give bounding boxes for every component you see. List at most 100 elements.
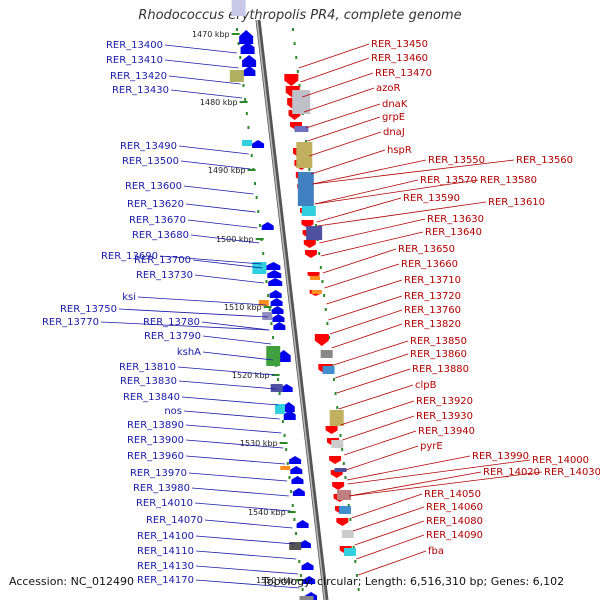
forward-gene-arrow xyxy=(296,520,309,528)
topology-summary: Topology: circular; Length: 6,516,310 bp… xyxy=(262,575,565,588)
left-gene-label: RER_14070 xyxy=(146,515,203,526)
gene-box xyxy=(320,350,333,358)
forward-gene-arrow xyxy=(291,476,304,484)
left-gene-label: RER_13490 xyxy=(120,141,177,152)
right-label-leader xyxy=(307,116,381,142)
right-gene-label: dnaJ xyxy=(383,127,405,138)
right-gene-label: RER_13450 xyxy=(371,39,428,50)
track-guide-dot xyxy=(341,448,344,451)
right-gene-label: RER_13460 xyxy=(371,53,428,64)
left-gene-label: RER_13810 xyxy=(119,362,176,373)
forward-gene-arrow xyxy=(282,402,295,412)
left-label-leader xyxy=(190,234,260,244)
right-gene-label: RER_13650 xyxy=(398,244,455,255)
left-gene-label: RER_14010 xyxy=(136,498,193,509)
right-label-leader xyxy=(314,179,419,205)
left-label-leader xyxy=(159,255,262,265)
right-label-leader xyxy=(309,131,382,157)
right-gene-label: azoR xyxy=(376,83,400,94)
forward-gene-arrow xyxy=(301,562,314,570)
gene-box xyxy=(331,440,344,448)
reverse-gene-arrow xyxy=(314,334,329,346)
track-guide-dot xyxy=(355,574,358,577)
left-label-leader xyxy=(164,44,237,54)
gene-box xyxy=(329,410,344,426)
left-label-leader xyxy=(195,550,297,560)
track-guide-dot xyxy=(299,574,302,577)
right-gene-label: RER_13550 xyxy=(428,155,485,166)
left-label-leader xyxy=(181,396,279,406)
gene-box xyxy=(310,276,321,280)
left-label-leader xyxy=(164,59,239,69)
track-guide-dot xyxy=(247,126,250,129)
forward-gene-arrow xyxy=(243,66,256,76)
right-label-leader xyxy=(352,506,425,532)
track-guide-dot xyxy=(298,560,301,563)
right-gene-label: RER_14020 xyxy=(483,467,540,478)
right-label-leader xyxy=(322,248,397,274)
left-label-leader xyxy=(204,519,293,529)
right-gene-label: RER_13880 xyxy=(412,364,469,375)
track-guide-dot xyxy=(270,322,273,325)
left-gene-label: RER_14100 xyxy=(137,531,194,542)
right-label-leader xyxy=(317,201,487,227)
track-guide-dot xyxy=(305,140,308,143)
right-label-leader xyxy=(316,197,402,223)
right-label-leader xyxy=(298,43,370,69)
right-label-leader xyxy=(300,57,370,83)
right-gene-label: RER_13660 xyxy=(401,259,458,270)
forward-gene-arrow xyxy=(267,270,282,278)
left-label-leader xyxy=(168,75,241,85)
gene-box xyxy=(258,300,269,306)
right-gene-label: RER_13850 xyxy=(410,336,467,347)
track-guide-dot xyxy=(258,224,261,227)
reverse-gene-arrow xyxy=(336,518,349,526)
left-label-leader xyxy=(187,219,258,229)
forward-gene-arrow xyxy=(261,222,274,230)
right-gene-label: RER_13470 xyxy=(375,68,432,79)
left-label-leader xyxy=(201,321,270,331)
forward-gene-arrow xyxy=(266,262,281,270)
left-label-leader xyxy=(185,424,282,434)
track-guide-dot xyxy=(352,546,355,549)
left-label-leader xyxy=(185,203,256,213)
left-label-leader xyxy=(100,321,270,331)
track-guide-dot xyxy=(237,42,240,45)
track-guide-dot xyxy=(272,336,275,339)
scale-label: 1480 kbp xyxy=(200,98,238,107)
right-gene-label: fba xyxy=(428,546,444,557)
scale-label: 1540 kbp xyxy=(248,508,286,517)
forward-gene-arrow xyxy=(280,384,293,392)
left-label-leader xyxy=(177,366,275,376)
gene-box xyxy=(280,466,291,470)
track-guide-dot xyxy=(308,168,311,171)
forward-gene-arrow xyxy=(269,290,282,298)
forward-gene-arrow xyxy=(242,55,257,67)
left-label-leader xyxy=(178,380,277,390)
right-gene-label: pyrE xyxy=(420,441,443,452)
forward-gene-arrow xyxy=(289,456,302,464)
left-gene-label: RER_13960 xyxy=(127,451,184,462)
track-guide-dot xyxy=(336,406,339,409)
reverse-gene-arrow xyxy=(325,426,338,434)
track-guide-dot xyxy=(281,420,284,423)
left-label-leader xyxy=(202,335,272,345)
left-gene-label: RER_13700 xyxy=(134,255,191,266)
left-gene-label: RER_14110 xyxy=(137,546,194,557)
right-label-leader xyxy=(342,415,415,441)
left-label-leader xyxy=(195,579,300,589)
left-gene-label: RER_13690 xyxy=(101,251,158,262)
left-gene-label: RER_13430 xyxy=(112,85,169,96)
left-gene-label: nos xyxy=(164,406,182,417)
track-guide-dot xyxy=(349,518,352,521)
genome-backbone xyxy=(255,19,329,600)
left-gene-label: RER_13840 xyxy=(123,392,180,403)
track-guide-dot xyxy=(253,182,256,185)
left-label-leader xyxy=(183,185,254,195)
left-gene-label: RER_13980 xyxy=(133,483,190,494)
reverse-gene-arrow xyxy=(329,456,342,464)
right-gene-label: RER_13940 xyxy=(418,426,475,437)
track-guide-dot xyxy=(344,476,347,479)
scale-label: 1490 kbp xyxy=(208,166,246,175)
